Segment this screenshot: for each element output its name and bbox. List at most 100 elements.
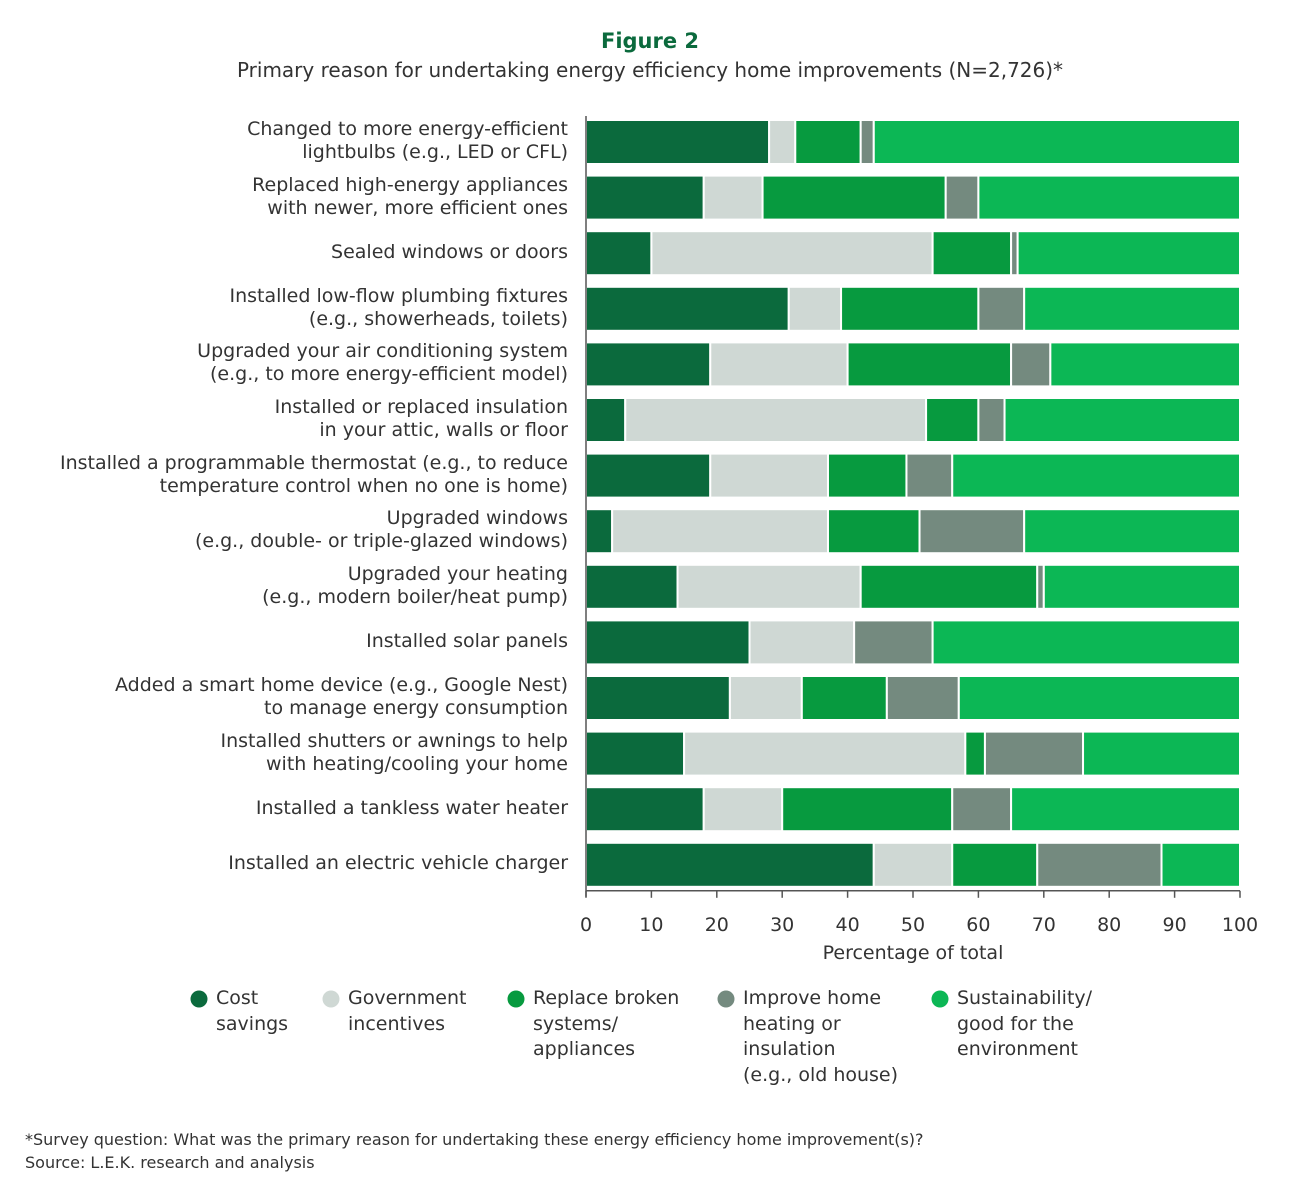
bar-segment — [800, 675, 888, 721]
bar-segment — [983, 730, 1085, 777]
chart-title: Figure 2 — [600, 29, 700, 53]
bar-segment — [944, 174, 980, 221]
x-tick-label: 100 — [1222, 914, 1258, 936]
bar-segment — [585, 619, 751, 666]
bar-segment — [905, 452, 954, 499]
x-tick-label: 70 — [1032, 914, 1056, 936]
bar-segment — [781, 786, 954, 833]
bar-segment — [683, 730, 967, 777]
y-tick-label: Installed low-flow plumbing fixtures (e.… — [229, 284, 568, 330]
bar-segment — [951, 841, 1039, 888]
x-tick-label: 40 — [836, 914, 860, 936]
bar-segment — [1082, 730, 1242, 777]
y-tick-label: Installed shutters or awnings to help wi… — [220, 729, 568, 775]
bar-segment — [585, 563, 679, 610]
footnote: *Survey question: What was the primary r… — [25, 1130, 924, 1149]
bar-segment — [794, 119, 862, 165]
bar-segment — [748, 619, 856, 666]
bar-segment — [1023, 508, 1242, 555]
x-tick-label: 60 — [966, 914, 990, 936]
legend-swatch — [190, 990, 208, 1008]
bar-segment — [676, 563, 862, 610]
bar-segment — [918, 508, 1026, 555]
bar-segment — [585, 285, 790, 332]
bar-segment — [585, 230, 653, 277]
legend-label: Government incentives — [348, 987, 467, 1035]
bar-segment — [859, 563, 1039, 610]
bar-segment — [585, 119, 771, 165]
bar-segment — [977, 285, 1026, 332]
bar-segment — [728, 675, 803, 721]
bar-segment — [585, 341, 712, 388]
bar-segment — [585, 508, 614, 555]
bar-segment — [1042, 563, 1242, 610]
bar-segment — [1049, 341, 1241, 388]
footnote: Source: L.E.K. research and analysis — [25, 1153, 315, 1172]
y-tick-label: Sealed windows or doors — [331, 240, 568, 263]
bar-segment — [585, 841, 875, 888]
bar-segment — [1160, 841, 1242, 888]
legend-label: Improve home heating or insulation (e.g.… — [743, 987, 899, 1086]
bar-segment — [585, 174, 705, 221]
x-tick-label: 0 — [580, 914, 592, 936]
y-tick-label: Added a smart home device (e.g., Google … — [115, 674, 568, 719]
y-tick-label: Installed a tankless water heater — [255, 796, 568, 819]
x-tick-label: 30 — [770, 914, 794, 936]
y-tick-label: Upgraded your air conditioning system (e… — [197, 340, 568, 386]
bar-segment — [1003, 397, 1241, 443]
bar-segment — [964, 730, 986, 777]
bar-segment — [859, 119, 875, 165]
bar-segment — [977, 174, 1242, 221]
bar-segment — [885, 675, 960, 721]
y-tick-label: Changed to more energy-efficient lightbu… — [247, 118, 568, 163]
x-tick-label: 10 — [639, 914, 663, 936]
bar-segment — [1036, 841, 1163, 888]
bar-segment — [702, 174, 764, 221]
bar-segment — [840, 285, 980, 332]
bar-segment — [624, 397, 928, 443]
bar-segment — [761, 174, 947, 221]
bar-segment — [931, 230, 1013, 277]
y-tick-label: Upgraded your heating (e.g., modern boil… — [262, 562, 568, 608]
y-tick-label: Installed a programmable thermostat (e.g… — [59, 451, 568, 497]
bar-segment — [957, 675, 1242, 721]
y-tick-label: Installed solar panels — [366, 629, 568, 652]
bar-segment — [826, 452, 908, 499]
bar-segment — [702, 786, 784, 833]
bar-segment — [585, 675, 731, 721]
bar-segment — [846, 341, 1013, 388]
legend-swatch — [322, 990, 340, 1008]
y-tick-label: Upgraded windows (e.g., double- or tripl… — [194, 507, 568, 553]
legend-swatch — [931, 990, 949, 1008]
bar-segment — [585, 397, 627, 443]
bar-segment — [872, 841, 954, 888]
legend-label: Sustainability/ good for the environment — [957, 987, 1093, 1060]
bar-segment — [1016, 230, 1242, 277]
bar-segment — [768, 119, 797, 165]
chart-subtitle: Primary reason for undertaking energy ef… — [236, 58, 1064, 82]
bar-segment — [650, 230, 934, 277]
bar-segment — [925, 397, 980, 443]
x-axis-label: Percentage of total — [822, 942, 1004, 964]
bar-segment — [1010, 786, 1241, 833]
x-tick-label: 80 — [1097, 914, 1121, 936]
bar-segment — [931, 619, 1241, 666]
y-tick-label: Replaced high-energy appliances with new… — [252, 173, 568, 219]
bar-segment — [585, 786, 705, 833]
bar-segment — [585, 452, 712, 499]
legend-swatch — [717, 990, 735, 1008]
bar-segment — [977, 397, 1006, 443]
y-tick-label: Installed an electric vehicle charger — [228, 852, 568, 875]
bar-segment — [951, 786, 1013, 833]
legend-swatch — [507, 990, 525, 1008]
bar-segment — [585, 730, 686, 777]
bar-segment — [872, 119, 1241, 165]
x-tick-label: 50 — [901, 914, 925, 936]
bar-segment — [787, 285, 843, 332]
bar-segment — [826, 508, 921, 555]
bar-segment — [1010, 341, 1052, 388]
bar-segment — [853, 619, 934, 666]
x-tick-label: 20 — [705, 914, 729, 936]
